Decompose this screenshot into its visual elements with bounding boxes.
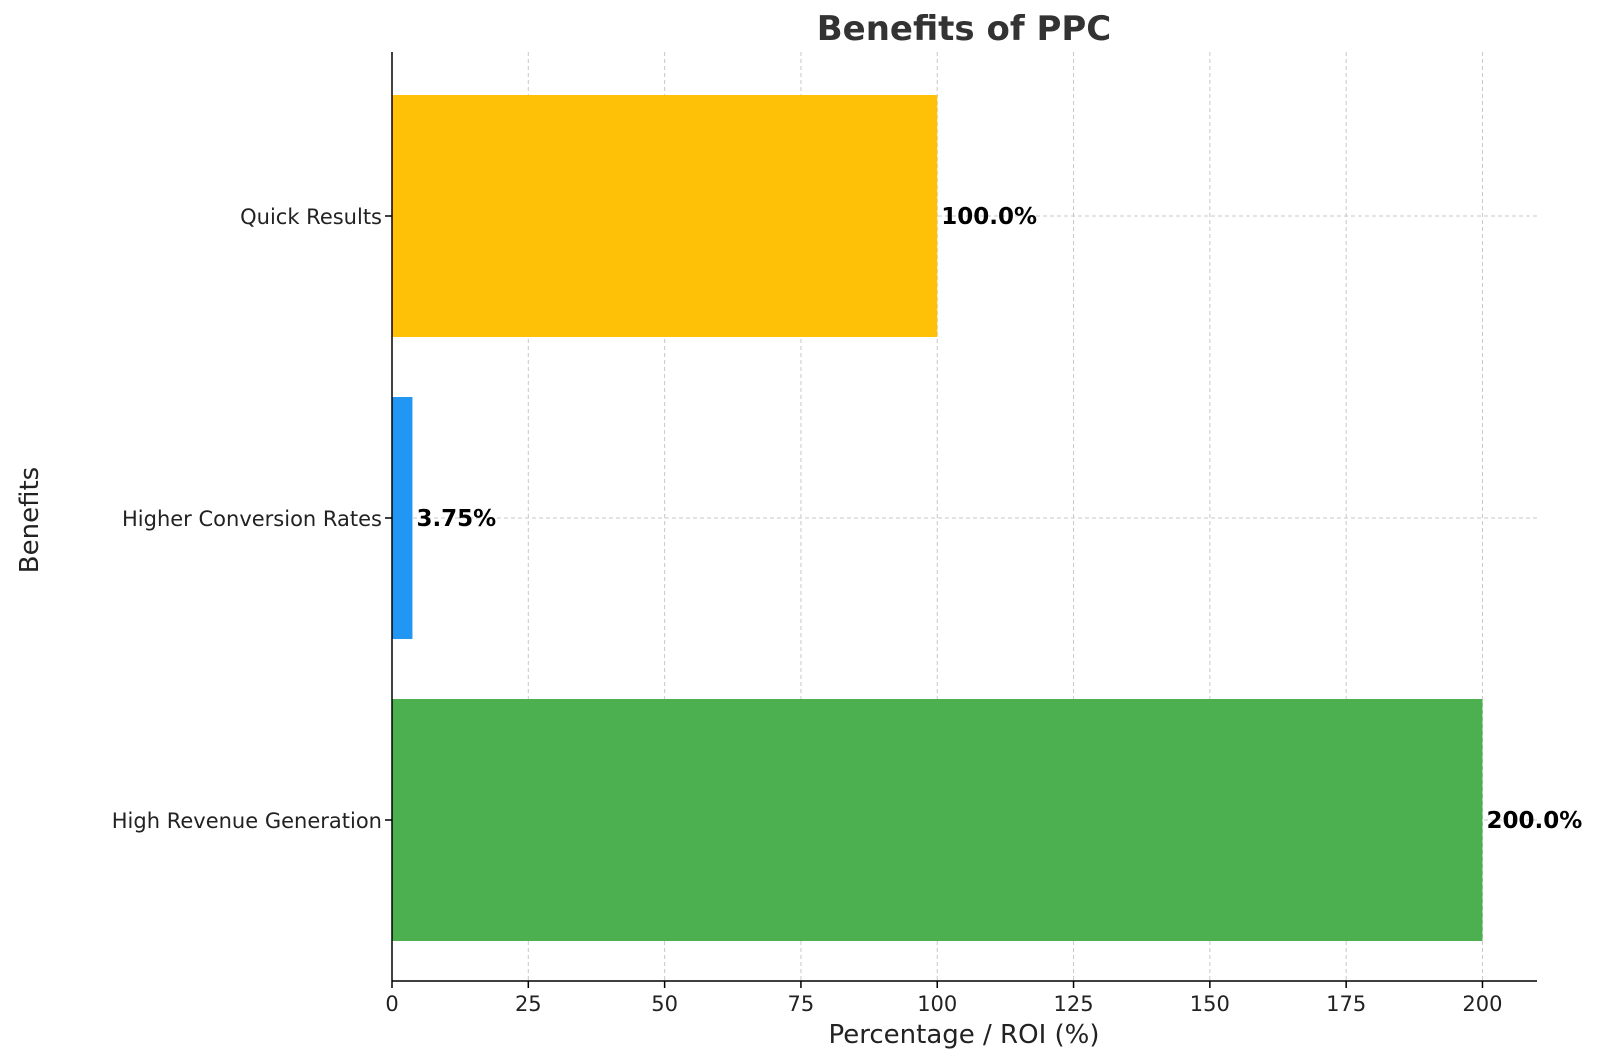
data-label: 100.0%	[941, 204, 1037, 230]
x-tick-label: 150	[1190, 992, 1230, 1016]
x-tick-label: 175	[1326, 992, 1366, 1016]
x-tick-label: 75	[788, 992, 815, 1016]
chart-title: Benefits of PPC	[817, 9, 1112, 49]
data-labels: 200.0% 3.75% 100.0%	[416, 204, 1582, 834]
ticks: 0 25 50 75 100 125 150 175 200 High Revenue Gener…	[112, 205, 1503, 1016]
y-axis-label: Benefits	[15, 467, 45, 573]
x-tick-label: 125	[1054, 992, 1094, 1016]
bar	[392, 95, 938, 337]
x-tick-label: 0	[385, 992, 398, 1016]
y-tick-label: High Revenue Generation	[112, 809, 382, 833]
bar	[392, 397, 413, 639]
x-tick-label: 25	[515, 992, 542, 1016]
x-tick-label: 50	[651, 992, 678, 1016]
bar	[392, 699, 1483, 941]
x-tick-label: 200	[1462, 992, 1502, 1016]
bars	[392, 95, 1483, 941]
y-tick-label: Higher Conversion Rates	[122, 507, 382, 531]
data-label: 3.75%	[416, 506, 496, 532]
y-tick-label: Quick Results	[240, 205, 382, 229]
data-label: 200.0%	[1486, 808, 1582, 834]
x-tick-label: 100	[917, 992, 957, 1016]
x-axis-label: Percentage / ROI (%)	[828, 1020, 1099, 1050]
